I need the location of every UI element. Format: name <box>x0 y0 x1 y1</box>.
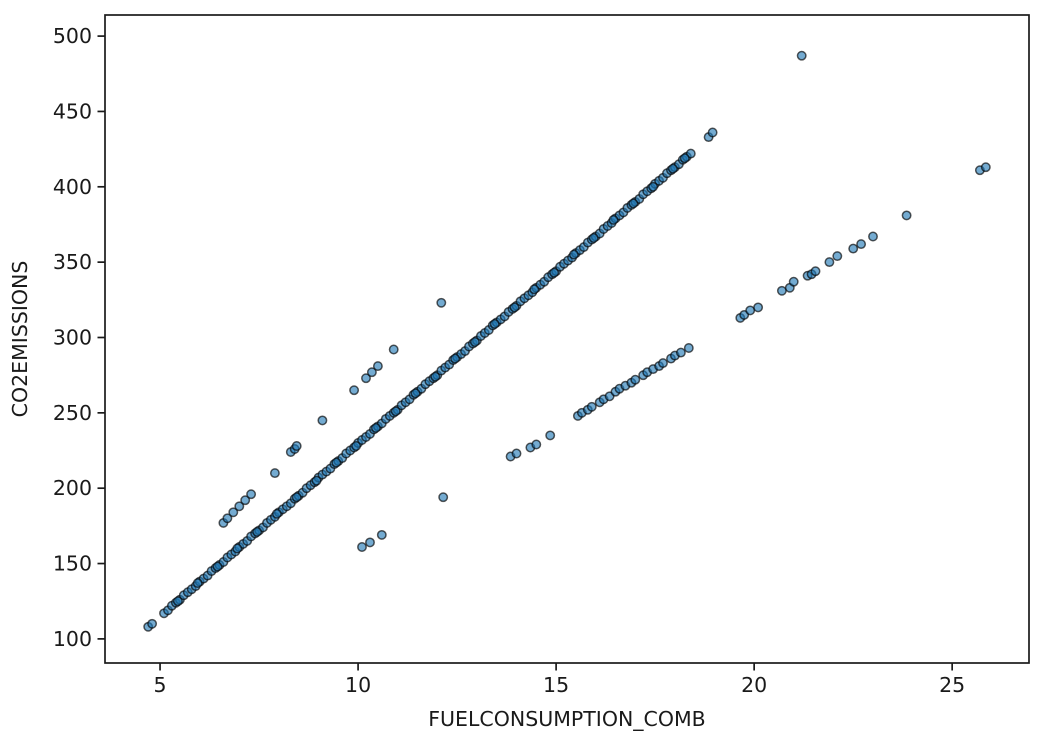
data-point <box>745 305 756 316</box>
data-point <box>317 415 328 426</box>
data-point <box>311 475 322 486</box>
data-point <box>291 441 302 451</box>
data-point <box>776 285 787 296</box>
data-point <box>430 371 441 382</box>
data-point <box>679 153 690 164</box>
data-point <box>361 373 371 384</box>
data-point <box>683 343 694 353</box>
data-point <box>901 210 912 221</box>
data-point <box>824 257 835 268</box>
data-point <box>246 489 257 500</box>
data-point <box>252 526 263 537</box>
axes-box <box>104 14 1030 664</box>
data-point <box>796 50 807 61</box>
data-point <box>366 367 377 378</box>
x-tick-label: 5 <box>154 673 167 697</box>
y-axis-label: CO2EMISSIONS <box>8 261 32 418</box>
data-point <box>291 492 302 503</box>
data-point <box>788 276 799 287</box>
data-point <box>331 457 342 468</box>
data-point <box>648 181 659 192</box>
data-point <box>511 448 522 459</box>
data-point <box>675 347 686 358</box>
data-point <box>667 163 678 174</box>
y-tick-label: 500 <box>53 24 92 48</box>
data-point <box>269 468 280 479</box>
data-point <box>628 198 639 209</box>
y-tick-label: 250 <box>53 401 92 425</box>
data-point <box>856 239 867 250</box>
data-point <box>489 318 500 329</box>
data-point <box>509 302 520 313</box>
x-tick-label: 10 <box>345 673 371 697</box>
data-point <box>388 344 399 355</box>
data-point <box>212 561 223 572</box>
data-point <box>438 492 449 503</box>
data-point <box>370 422 381 433</box>
data-point <box>147 618 158 629</box>
data-point <box>568 249 579 260</box>
data-point <box>980 162 991 173</box>
data-point <box>608 214 619 225</box>
y-tick-label: 400 <box>53 175 92 199</box>
data-point <box>232 543 243 554</box>
data-point <box>172 596 183 607</box>
data-point <box>707 127 718 138</box>
data-point <box>531 439 542 450</box>
data-point <box>228 507 239 518</box>
data-point <box>351 441 362 451</box>
data-point <box>376 529 387 540</box>
data-point <box>588 233 599 243</box>
data-point <box>192 578 203 589</box>
data-point <box>240 495 251 506</box>
data-point <box>436 297 447 308</box>
data-point <box>545 430 556 441</box>
data-point <box>390 406 401 417</box>
x-tick-label: 15 <box>543 673 569 697</box>
y-tick-label: 300 <box>53 325 92 349</box>
data-point <box>529 284 540 295</box>
data-point <box>658 358 668 369</box>
data-point <box>469 337 480 347</box>
y-tick-label: 150 <box>53 552 92 576</box>
data-point <box>868 231 878 242</box>
y-tick-label: 100 <box>53 627 92 651</box>
data-point <box>222 513 233 524</box>
data-point <box>832 251 843 262</box>
data-point <box>753 302 764 313</box>
data-point <box>271 508 282 519</box>
x-tick-label: 25 <box>939 673 965 697</box>
data-point <box>410 388 421 399</box>
x-axis-label: FUELCONSUMPTION_COMB <box>428 707 706 732</box>
y-tick-label: 200 <box>53 476 92 500</box>
data-point <box>630 374 641 385</box>
data-point <box>372 361 383 372</box>
data-point <box>549 267 560 278</box>
data-point <box>848 243 859 254</box>
ticks-layer: 5 10 15 20 25 100 150 200 250 300 350 400 450 500 <box>53 24 965 697</box>
data-point <box>365 537 375 548</box>
points-layer <box>143 50 991 632</box>
y-tick-label: 450 <box>53 99 92 123</box>
data-point <box>450 353 461 364</box>
y-tick-label: 350 <box>53 250 92 274</box>
data-point <box>586 401 597 412</box>
data-point <box>234 501 245 512</box>
data-point <box>349 385 360 396</box>
x-tick-label: 20 <box>741 673 767 697</box>
data-point <box>357 542 367 552</box>
data-point <box>810 266 821 277</box>
